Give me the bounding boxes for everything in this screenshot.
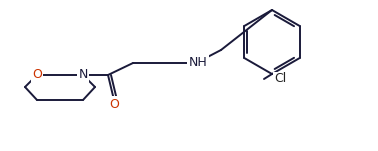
Text: O: O xyxy=(32,69,42,82)
Text: O: O xyxy=(109,98,119,111)
Text: Cl: Cl xyxy=(274,72,286,85)
Text: N: N xyxy=(78,69,88,82)
Text: NH: NH xyxy=(189,56,208,69)
